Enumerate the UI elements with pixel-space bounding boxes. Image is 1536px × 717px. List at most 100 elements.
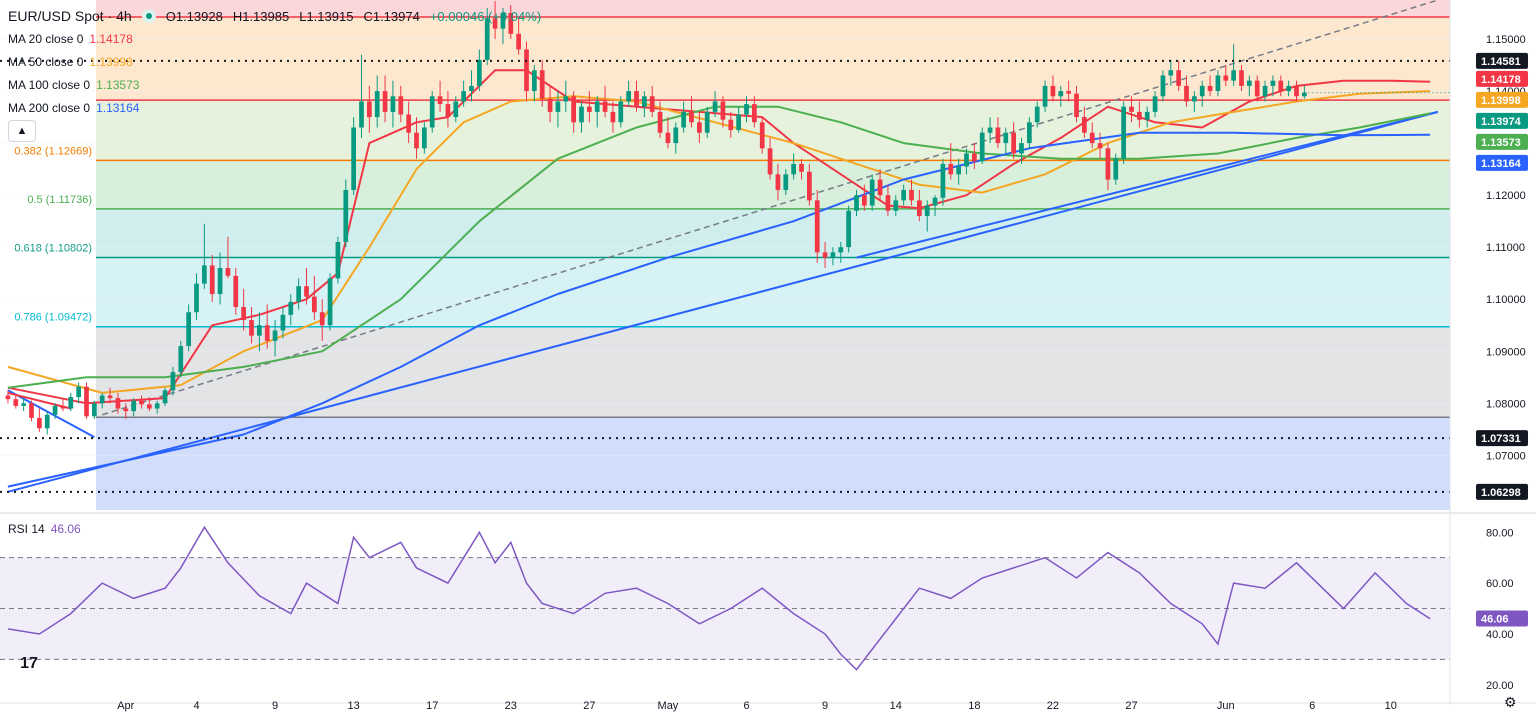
candle-body bbox=[257, 325, 262, 336]
fibonacci-retracement: 0.786 (1.09472) 0.618 (1.10802) 0.5 (1.117… bbox=[14, 0, 1450, 510]
candle-body bbox=[1262, 85, 1268, 97]
candle-body bbox=[44, 414, 50, 429]
candle-body bbox=[272, 330, 278, 341]
x-tick-label: 14 bbox=[890, 700, 902, 712]
candle-body bbox=[225, 268, 231, 276]
price-axis: 1.150001.140001.130001.120001.110001.100… bbox=[1449, 0, 1528, 705]
ma-price-label-bg bbox=[1476, 154, 1528, 171]
candle-body bbox=[249, 320, 254, 336]
rsi-legend[interactable]: RSI 14 46.06 bbox=[8, 522, 81, 536]
chevron-up-icon[interactable]: ▲ bbox=[8, 120, 36, 142]
candle-body bbox=[1042, 85, 1048, 107]
candle-body bbox=[477, 59, 482, 86]
candle-body bbox=[60, 405, 66, 409]
candle-body bbox=[367, 101, 372, 118]
horizontal-levels bbox=[0, 59, 1450, 493]
candle-body bbox=[610, 111, 616, 123]
y-tick-label: 1.15000 bbox=[1486, 34, 1526, 46]
candle-body bbox=[799, 163, 804, 172]
candle-body bbox=[131, 400, 136, 412]
candle-body bbox=[917, 200, 922, 216]
candle-body bbox=[1034, 106, 1040, 123]
candle-body bbox=[1121, 106, 1126, 159]
x-tick-label: Jun bbox=[1217, 700, 1235, 712]
candle-body bbox=[744, 104, 749, 115]
candle-body bbox=[1058, 91, 1064, 97]
ma-price-label-bg bbox=[1476, 112, 1528, 129]
candle-body bbox=[783, 174, 789, 190]
ma-100-label: MA 100 close 0 bbox=[8, 78, 91, 92]
candle-body bbox=[422, 127, 427, 149]
x-tick-label: 9 bbox=[822, 700, 828, 712]
candle-body bbox=[390, 96, 396, 112]
candle-body bbox=[830, 252, 836, 258]
symbol-title[interactable]: EUR/USD Spot · 4h bbox=[8, 8, 132, 24]
ma-100-legend[interactable]: MA 100 close 0 1.13573 bbox=[8, 78, 139, 92]
chart-grid bbox=[0, 38, 1450, 456]
candle-body bbox=[21, 403, 26, 406]
candle-body bbox=[406, 114, 411, 133]
candle-body bbox=[901, 189, 906, 201]
candle-body bbox=[987, 127, 993, 133]
fib-zone-0.236 bbox=[96, 17, 1450, 101]
y-tick-label: 1.07000 bbox=[1486, 450, 1526, 462]
gear-icon[interactable]: ⚙ bbox=[1504, 694, 1517, 710]
trendline bbox=[7, 391, 72, 410]
trendline bbox=[7, 110, 1439, 493]
candle-body bbox=[1003, 132, 1009, 144]
candle-body bbox=[508, 13, 514, 34]
candle-body bbox=[979, 132, 985, 162]
candle-body bbox=[398, 96, 404, 115]
candle-body bbox=[594, 101, 600, 112]
candle-body bbox=[1089, 132, 1095, 144]
x-tick-label: 10 bbox=[1385, 700, 1397, 712]
level-price-label-bg bbox=[1476, 52, 1528, 69]
candle-body bbox=[1129, 106, 1134, 112]
high-value: H1.13985 bbox=[232, 8, 290, 24]
ma-50-legend[interactable]: MA 50 close 0 1.13998 bbox=[8, 55, 133, 69]
candle-body bbox=[327, 278, 333, 326]
candle-body bbox=[1027, 122, 1032, 144]
ma-line-ma-200 bbox=[7, 131, 1431, 488]
candle-body bbox=[1270, 80, 1276, 86]
ma-200-value: 1.13164 bbox=[96, 101, 140, 115]
candle-body bbox=[524, 49, 529, 92]
fib-zone-lower bbox=[96, 417, 1450, 510]
candle-body bbox=[374, 91, 380, 118]
level-price-label: 1.06298 bbox=[1481, 487, 1521, 499]
candle-body bbox=[437, 96, 443, 105]
ma-200-legend[interactable]: MA 200 close 0 1.13164 bbox=[8, 101, 139, 115]
ma-price-label: 1.13998 bbox=[1481, 95, 1521, 107]
candles bbox=[5, 1, 1307, 435]
fib-label-0.5: 0.5 (1.11736) bbox=[27, 194, 92, 206]
candle-body bbox=[319, 312, 325, 326]
candle-body bbox=[1176, 70, 1181, 86]
candle-body bbox=[5, 395, 11, 400]
fib-zone-1 bbox=[96, 0, 1450, 18]
candle-body bbox=[704, 111, 710, 133]
level-price-label: 1.07331 bbox=[1481, 433, 1521, 445]
x-tick-label: 18 bbox=[968, 700, 980, 712]
candle-body bbox=[665, 132, 671, 144]
ma-price-label: 1.13164 bbox=[1481, 158, 1522, 170]
candle-body bbox=[932, 197, 938, 206]
candle-body bbox=[500, 13, 506, 29]
candle-body bbox=[469, 85, 474, 92]
x-tick-label: 4 bbox=[193, 700, 199, 712]
y-tick-label: 1.08000 bbox=[1486, 398, 1526, 410]
candle-body bbox=[838, 247, 844, 253]
candle-body bbox=[147, 404, 152, 409]
tradingview-logo-icon[interactable]: 17 bbox=[20, 655, 38, 672]
candle-body bbox=[1192, 96, 1197, 102]
candle-body bbox=[1239, 70, 1244, 86]
candle-body bbox=[123, 408, 129, 412]
ma-20-legend[interactable]: MA 20 close 0 1.14178 bbox=[8, 32, 133, 46]
candle-body bbox=[972, 153, 977, 162]
candle-body bbox=[1082, 117, 1087, 133]
candle-body bbox=[1199, 85, 1205, 97]
x-tick-label: 22 bbox=[1047, 700, 1059, 712]
x-tick-label: 9 bbox=[272, 700, 278, 712]
candle-body bbox=[99, 395, 105, 404]
x-tick-label: 6 bbox=[743, 700, 749, 712]
